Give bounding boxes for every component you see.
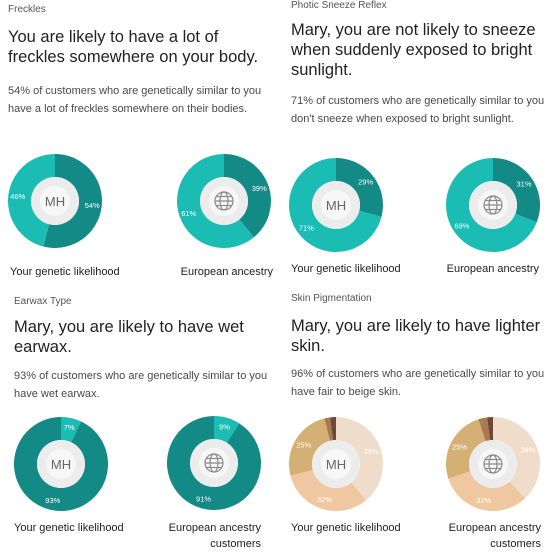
donut-slice <box>289 158 382 252</box>
globe-icon <box>204 453 224 473</box>
ancestry-label: European ancestry customers <box>168 522 261 550</box>
panel-headline: Mary, you are likely to have lighter ski… <box>291 317 541 355</box>
globe-icon <box>483 195 503 215</box>
slice-label: 54% <box>85 201 100 210</box>
panel-headline: Mary, you are not likely to sneeze when … <box>291 21 536 79</box>
slice-label: 25% <box>452 442 467 451</box>
slice-label: 71% <box>299 223 314 232</box>
panel-headline: You are likely to have a lot of freckles… <box>8 28 259 66</box>
donut-slice <box>214 416 240 443</box>
genetic-likelihood-donut: 29% 71% MH <box>288 157 384 253</box>
center-disc <box>321 190 351 220</box>
center-disc <box>46 449 76 479</box>
donut-slice <box>324 417 333 441</box>
donut-slice <box>330 417 336 441</box>
donut-slice <box>290 469 366 511</box>
slice-label: 91% <box>196 495 211 504</box>
panel-description: 54% of customers who are genetically sim… <box>8 85 262 115</box>
ancestry-donut: 38% 32% 25% <box>445 416 541 512</box>
donut-chart: 54% 46% MH <box>8 154 103 248</box>
genetic-likelihood-label: Your genetic likelihood <box>291 522 401 534</box>
slice-label: 61% <box>181 209 196 218</box>
genetic-likelihood-donut: 39% 32% 25% MH <box>288 416 384 512</box>
genetic-likelihood-donut: 54% 46% MH <box>7 153 103 249</box>
avatar-initials: MH <box>45 194 65 209</box>
slice-label: 7% <box>64 423 75 432</box>
ancestry-donut: 9% 91% <box>166 415 262 511</box>
slice-label: 38% <box>520 446 535 455</box>
donut-chart: 39% 32% 25% MH <box>289 417 383 511</box>
donut-chart: 38% 32% 25% <box>446 417 540 511</box>
panel-headline: Mary, you are likely to have wet earwax. <box>14 318 244 356</box>
panel-description: 71% of customers who are genetically sim… <box>291 95 545 125</box>
slice-label: 32% <box>476 496 491 505</box>
genetic-likelihood-label: Your genetic likelihood <box>14 522 124 534</box>
ancestry-label: European ancestry customers <box>446 263 539 275</box>
donut-slice <box>61 417 82 443</box>
genetic-likelihood-donut: 7% 93% MH <box>13 416 109 512</box>
ancestry-label: European ancestry customers <box>180 266 273 277</box>
donut-slice <box>13 417 109 511</box>
photic-sneeze-panel: Photic Sneeze Reflex Mary, you are not l… <box>277 0 554 277</box>
panel-description: 93% of customers who are genetically sim… <box>14 370 268 400</box>
donut-slice <box>43 154 103 248</box>
donut-slice <box>224 154 271 238</box>
slice-label: 93% <box>45 496 60 505</box>
avatar-initials: MH <box>51 457 71 472</box>
donut-slice <box>336 158 383 217</box>
panel-category: Photic Sneeze Reflex <box>291 0 387 11</box>
donut-slice <box>448 471 526 511</box>
donut-slice <box>446 158 537 252</box>
donut-slice <box>289 418 331 476</box>
avatar-initials: MH <box>326 457 346 472</box>
donut-slice <box>487 417 493 441</box>
panel-category: Freckles <box>8 4 46 15</box>
donut-slice <box>167 416 261 510</box>
donut-chart: 9% 91% <box>167 416 261 510</box>
ancestry-label: European ancestry customers <box>448 522 541 550</box>
skin-pigmentation-panel: Skin Pigmentation Mary, you are likely t… <box>277 277 554 554</box>
panel-category: Skin Pigmentation <box>291 293 372 304</box>
donut-slice <box>493 158 540 223</box>
donut-chart: 39% 61% <box>176 154 271 248</box>
donut-chart: 31% 69% <box>446 158 540 252</box>
slice-label: 69% <box>454 222 469 231</box>
slice-label: 29% <box>358 178 373 187</box>
ancestry-donut: 31% 69% <box>445 157 541 253</box>
genetic-likelihood-label: Your genetic likelihood <box>291 263 401 275</box>
slice-label: 46% <box>10 192 25 201</box>
donut-slice <box>176 154 254 248</box>
donut-slice <box>8 154 55 247</box>
slice-label: 39% <box>364 447 379 456</box>
earwax-panel: Earwax Type Mary, you are likely to have… <box>0 277 277 554</box>
slice-label: 32% <box>317 495 332 504</box>
globe-icon <box>214 191 234 211</box>
center-disc <box>321 449 351 479</box>
avatar-initials: MH <box>326 198 346 213</box>
donut-chart: 29% 71% MH <box>289 158 383 252</box>
panel-category: Earwax Type <box>14 296 72 307</box>
donut-slice <box>336 417 383 501</box>
donut-slice <box>478 417 490 442</box>
slice-label: 31% <box>517 179 532 188</box>
genetic-likelihood-label: Your genetic likelihood <box>10 266 120 277</box>
panel-description: 96% of customers who are genetically sim… <box>291 368 545 398</box>
slice-label: 39% <box>252 184 267 193</box>
slice-label: 25% <box>296 440 311 449</box>
center-disc <box>40 186 70 216</box>
slice-label: 9% <box>219 422 230 431</box>
donut-slice <box>446 419 486 479</box>
ancestry-donut: 39% 61% <box>176 153 272 249</box>
donut-slice <box>493 417 540 499</box>
donut-chart: 7% 93% MH <box>13 417 109 511</box>
globe-icon <box>483 454 503 474</box>
freckles-panel: Freckles You are likely to have a lot of… <box>0 0 277 277</box>
